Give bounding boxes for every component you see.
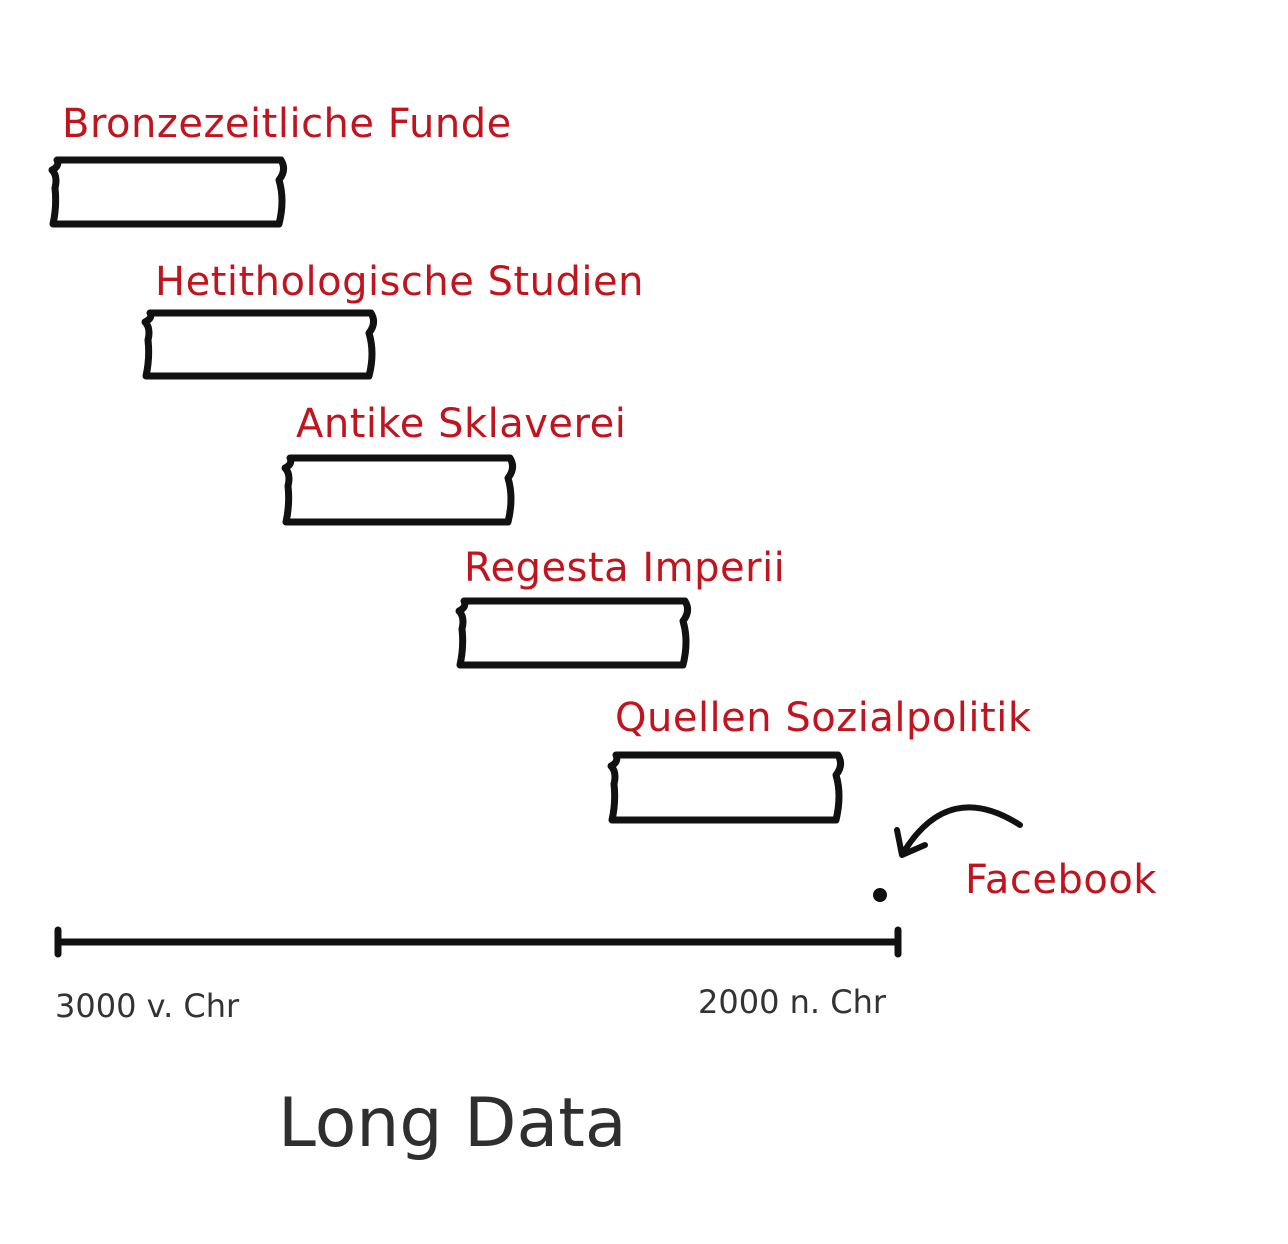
timeline-start-label: 3000 v. Chr [55,987,240,1025]
item-label-bronzezeit: Bronzezeitliche Funde [62,101,512,147]
page-title: Long Data [278,1084,627,1163]
item-bar-hetithologie [141,309,378,380]
facebook-arrowhead-icon [894,827,928,858]
item-bar-sozialpolitik [607,751,845,824]
facebook-label: Facebook [965,857,1157,903]
item-bar-regesta [455,597,692,669]
facebook-arrow [902,804,1023,853]
item-bar-bronzezeit [48,156,288,228]
facebook-point [873,888,887,902]
item-label-sklaverei: Antike Sklaverei [296,401,627,447]
item-bar-sklaverei [281,454,517,526]
timeline-end-label: 2000 n. Chr [698,983,887,1021]
item-label-hetithologie: Hetithologische Studien [155,259,644,305]
item-label-regesta: Regesta Imperii [464,545,786,591]
item-label-sozialpolitik: Quellen Sozialpolitik [615,695,1032,741]
